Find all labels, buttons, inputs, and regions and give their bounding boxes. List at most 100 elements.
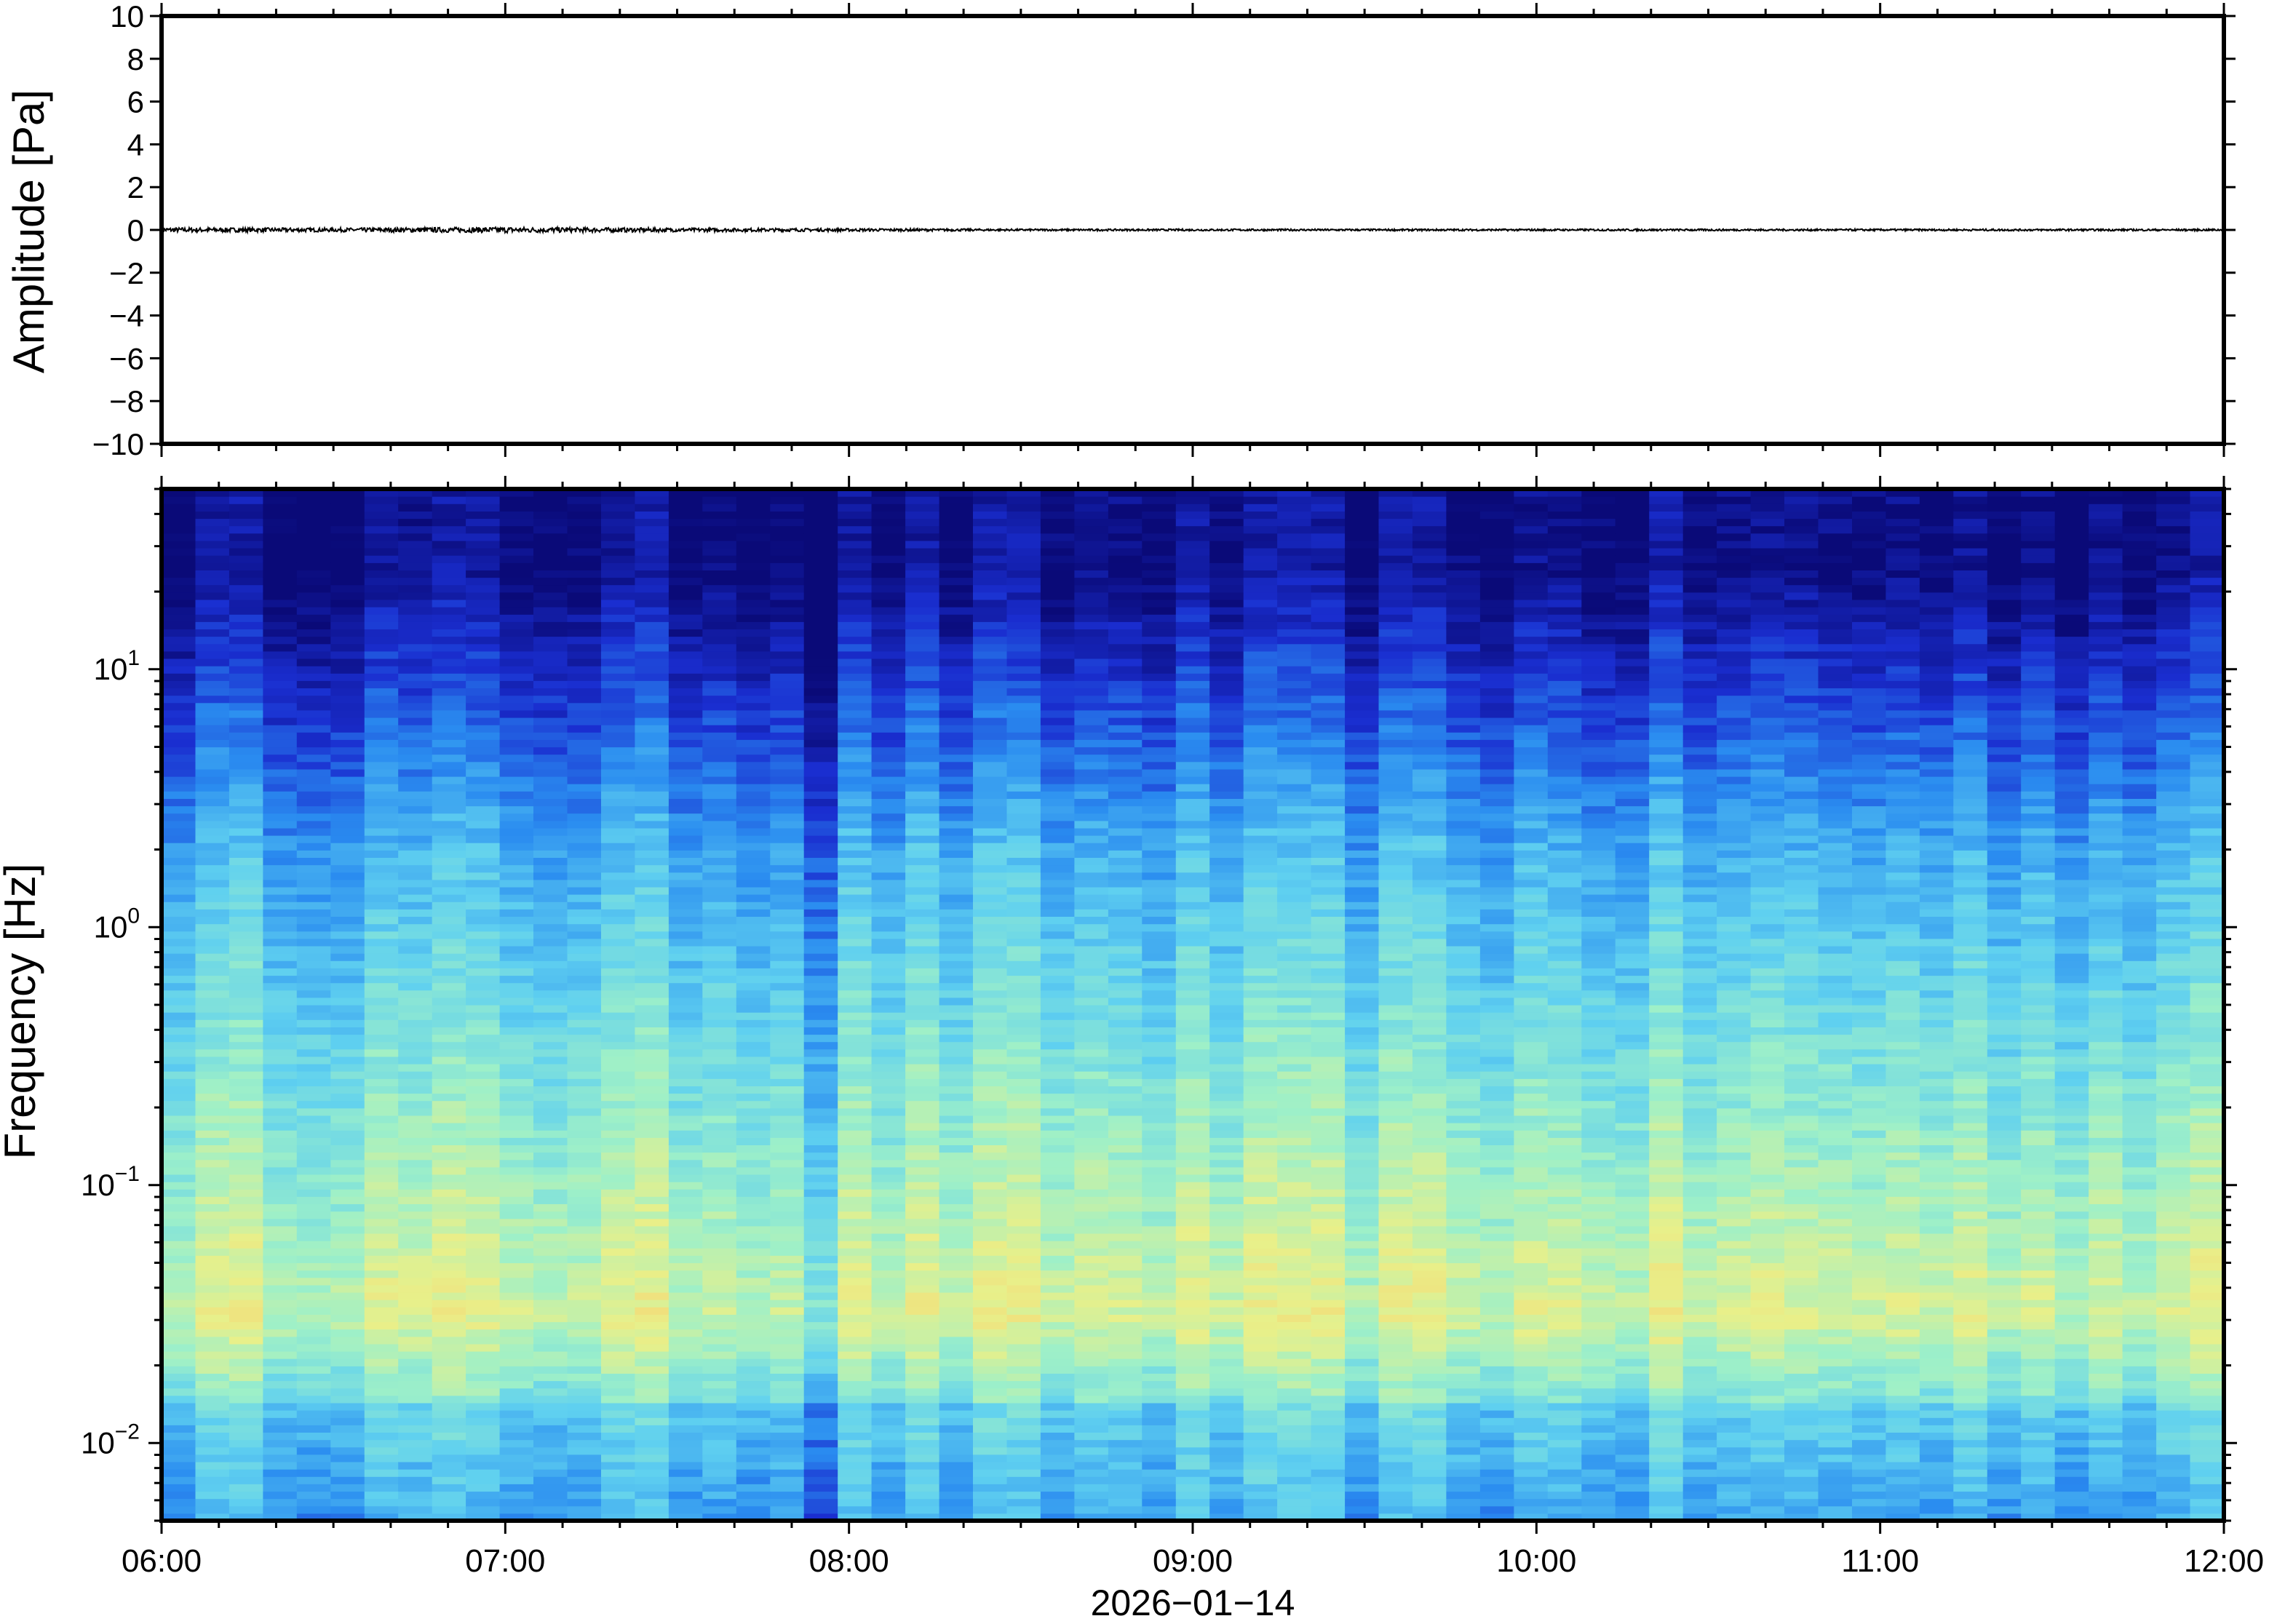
spectrogram-cell	[499, 1203, 534, 1212]
spectrogram-cell	[229, 636, 264, 645]
spectrogram-cell	[229, 768, 264, 777]
spectrogram-cell	[1006, 1159, 1041, 1168]
spectrogram-cell	[330, 835, 365, 843]
spectrogram-cell	[533, 629, 568, 637]
spectrogram-cell	[567, 511, 602, 520]
spectrogram-cell	[1243, 1056, 1278, 1064]
spectrogram-cell	[871, 1498, 906, 1507]
spectrogram-cell	[466, 1417, 501, 1425]
spectrogram-cell	[1142, 916, 1177, 925]
spectrogram-cell	[871, 1270, 906, 1278]
spectrogram-cell	[702, 1410, 737, 1418]
spectrogram-cell	[364, 886, 400, 895]
spectrogram-cell	[1209, 1299, 1244, 1307]
spectrogram-cell	[398, 1373, 433, 1382]
spectrogram-cell	[398, 1417, 433, 1425]
spectrogram-cell	[195, 607, 230, 615]
spectrogram-cell	[1311, 1123, 1346, 1131]
spectrogram-cell	[263, 592, 298, 600]
spectrogram-cell	[635, 1078, 669, 1086]
spectrogram-cell	[398, 1034, 433, 1043]
spectrogram-cell	[905, 968, 940, 976]
spectrogram-cell	[871, 725, 906, 733]
spectrogram-cell	[1006, 1005, 1041, 1013]
spectrogram-cell	[466, 1432, 501, 1441]
spectrogram-cell	[533, 916, 568, 925]
spectrogram-cell	[432, 827, 466, 836]
spectrogram-cell	[1243, 1446, 1278, 1455]
spectrogram-cell	[1006, 1123, 1041, 1131]
spectrogram-cell	[1277, 1343, 1312, 1352]
spectrogram-cell	[567, 666, 602, 674]
spectrogram-cell	[871, 1395, 906, 1404]
spectrogram-cell	[1074, 1321, 1109, 1330]
spectrogram-cell	[263, 1093, 298, 1102]
spectrogram-cell	[770, 1388, 805, 1396]
spectrogram-cell	[1277, 489, 1312, 497]
spectrogram-cell	[1209, 1159, 1244, 1168]
spectrogram-cell	[1006, 562, 1041, 570]
spectrogram-cell	[702, 1498, 737, 1507]
spectrogram-cell	[296, 503, 332, 512]
spectrogram-cell	[229, 1277, 264, 1286]
spectrogram-cell	[263, 768, 298, 777]
spectrogram-cell	[432, 886, 466, 895]
spectrogram-cell	[702, 1366, 737, 1374]
spectrogram-cell	[601, 1343, 636, 1352]
spectrogram-cell	[195, 1159, 230, 1168]
spectrogram-cell	[263, 1078, 298, 1086]
spectrogram-cell	[1243, 592, 1278, 600]
spectrogram-cell	[1074, 1123, 1109, 1131]
spectrogram-cell	[533, 843, 568, 851]
spectrogram-cell	[162, 1292, 196, 1300]
spectrogram-cell	[1040, 1314, 1076, 1323]
spectrogram-cell	[871, 732, 906, 740]
spectrogram-cell	[466, 1358, 501, 1366]
spectrogram-cell	[229, 1034, 264, 1043]
spectrogram-cell	[803, 1218, 838, 1227]
spectrogram-cell	[736, 820, 771, 829]
spectrogram-cell	[1277, 1476, 1312, 1484]
spectrogram-cell	[432, 739, 466, 748]
spectrogram-cell	[736, 496, 771, 504]
spectrogram-cell	[466, 599, 501, 608]
spectrogram-cell	[567, 1166, 602, 1175]
spectrogram-cell	[567, 1012, 602, 1020]
spectrogram-cell	[770, 843, 805, 851]
spectrogram-cell	[1006, 1078, 1041, 1086]
spectrogram-cell	[330, 1255, 365, 1264]
spectrogram-cell	[601, 886, 636, 895]
spectrogram-cell	[736, 1107, 771, 1116]
spectrogram-cell	[939, 886, 974, 895]
spectrogram-cell	[1108, 1439, 1143, 1448]
spectrogram-cell	[702, 540, 737, 549]
spectrogram-cell	[296, 1484, 332, 1492]
spectrogram-cell	[1277, 909, 1312, 917]
spectrogram-cell	[838, 886, 873, 895]
spectrogram-cell	[1311, 1189, 1346, 1197]
spectrogram-cell	[1175, 916, 1211, 925]
spectrogram-cell	[296, 1248, 332, 1256]
spectrogram-cell	[838, 982, 873, 991]
spectrogram-cell	[364, 1277, 400, 1286]
spectrogram-cell	[601, 695, 636, 704]
spectrogram-cell	[1142, 666, 1177, 674]
spectrogram-cell	[162, 525, 196, 534]
spectrogram-cell	[1074, 489, 1109, 497]
spectrogram-cell	[803, 725, 838, 733]
spectrogram-cell	[263, 923, 298, 932]
spectrogram-cell	[398, 1145, 433, 1153]
spectrogram-cell	[1277, 1439, 1312, 1448]
spectrogram-cell	[939, 1299, 974, 1307]
spectrogram-cell	[1040, 1505, 1076, 1514]
spectrogram-cell	[668, 1395, 704, 1404]
spectrogram-cell	[770, 1078, 805, 1086]
spectrogram-cell	[1243, 931, 1278, 939]
spectrogram-cell	[838, 1152, 873, 1161]
spectrogram-cell	[635, 1432, 669, 1441]
spectrogram-cell	[1243, 1107, 1278, 1116]
spectrogram-cell	[567, 1019, 602, 1027]
spectrogram-cell	[466, 503, 501, 512]
spectrogram-cell	[567, 1152, 602, 1161]
spectrogram-cell	[330, 1462, 365, 1470]
